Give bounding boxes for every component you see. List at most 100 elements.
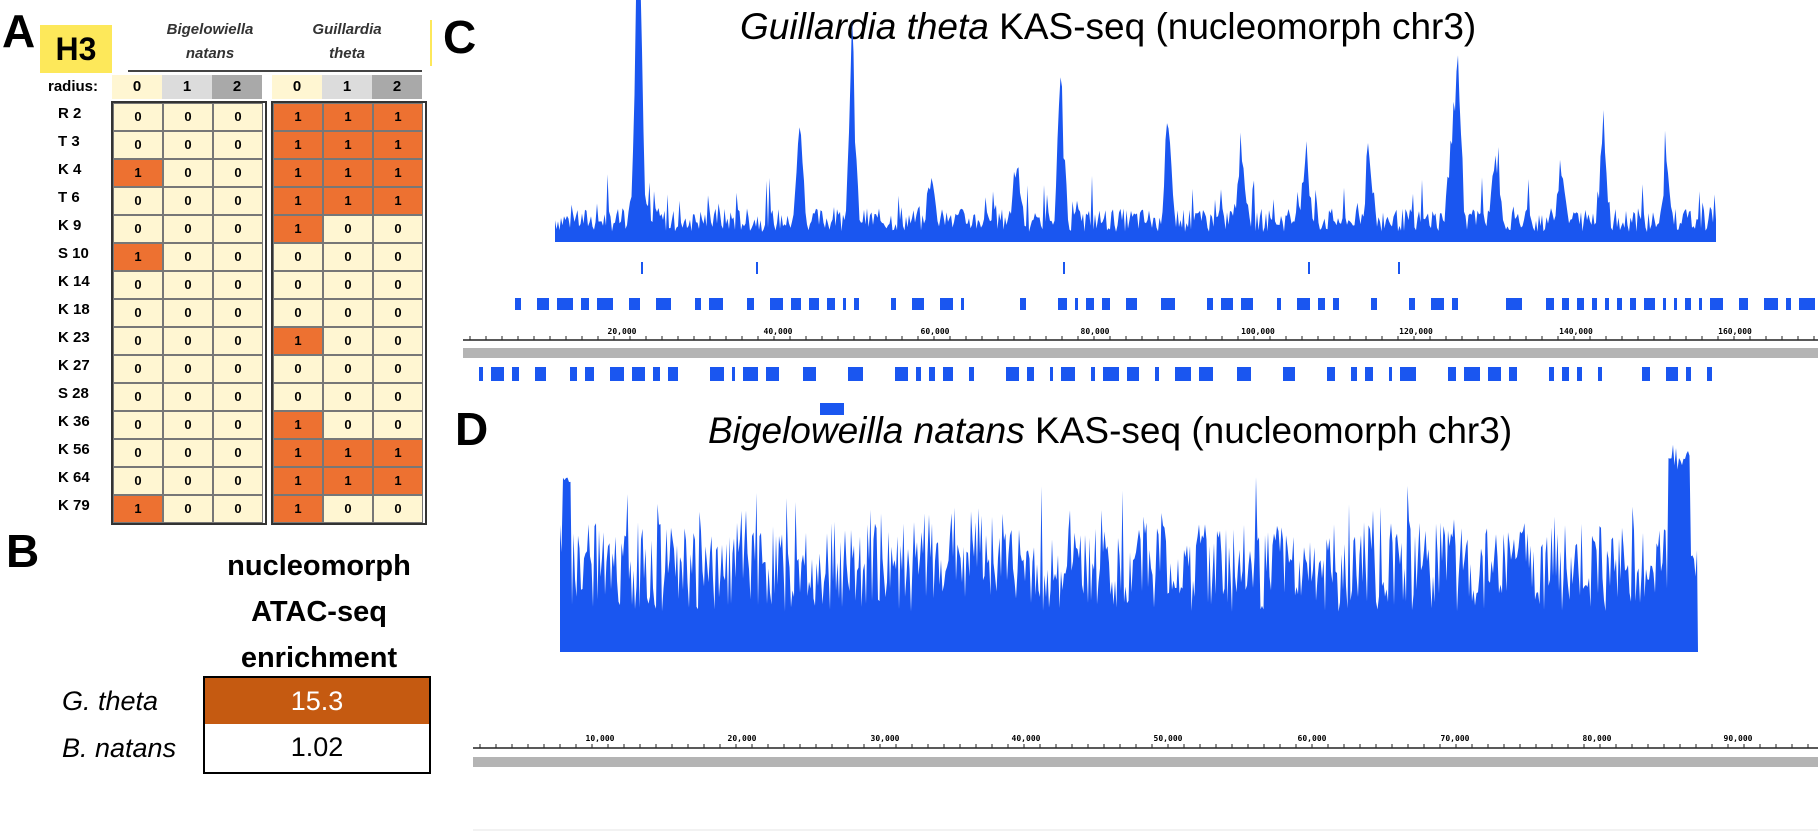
gene-feature xyxy=(1075,298,1078,310)
gene-feature xyxy=(1488,367,1501,381)
gene-feature xyxy=(1221,298,1233,310)
gene-feature xyxy=(641,262,643,274)
gene-feature xyxy=(1027,367,1034,381)
heatmap-cell: 0 xyxy=(213,159,263,187)
gene-feature xyxy=(1786,298,1791,310)
gene-feature xyxy=(1297,298,1310,310)
heatmap-cell: 0 xyxy=(163,243,213,271)
residue-label: K 18 xyxy=(58,301,90,318)
heatmap-cell: 0 xyxy=(113,467,163,495)
gene-feature xyxy=(961,298,964,310)
ruler-tick-label: 80,000 xyxy=(1583,734,1612,743)
heatmap-cell: 0 xyxy=(213,383,263,411)
heatmap-cell: 0 xyxy=(113,103,163,131)
heatmap-cell: 0 xyxy=(213,103,263,131)
heatmap-cell: 1 xyxy=(373,159,423,187)
heatmap-cell: 0 xyxy=(213,411,263,439)
heatmap-cell: 0 xyxy=(373,495,423,523)
gene-feature xyxy=(743,367,758,381)
gene-feature xyxy=(656,298,671,310)
gene-feature xyxy=(943,367,953,381)
heatmap-cell: 0 xyxy=(213,327,263,355)
gene-feature xyxy=(1710,298,1723,310)
species-bnatans: B. natans xyxy=(62,733,177,763)
heatmap-cell: 0 xyxy=(163,215,213,243)
gene-feature xyxy=(1546,298,1554,310)
heatmap-cell: 1 xyxy=(373,467,423,495)
residue-label: T 3 xyxy=(58,133,80,150)
gene-feature xyxy=(1327,367,1335,381)
gene-feature xyxy=(668,367,678,381)
heatmap-cell: 0 xyxy=(113,187,163,215)
gene-feature xyxy=(1409,298,1415,310)
gene-feature xyxy=(1058,298,1067,310)
gene-feature xyxy=(1642,367,1650,381)
heatmap-cell: 0 xyxy=(163,383,213,411)
gene-feature xyxy=(854,298,859,310)
gene-feature xyxy=(827,298,835,310)
residue-label: S 10 xyxy=(58,245,89,262)
ruler-tick-label: 60,000 xyxy=(921,327,950,336)
ruler-tick-label: 10,000 xyxy=(586,734,615,743)
enrichment-value-bnatans: 1.02 xyxy=(203,724,431,774)
heatmap-cell: 1 xyxy=(373,187,423,215)
gene-feature xyxy=(1155,367,1159,381)
gene-feature xyxy=(491,367,504,381)
gene-feature xyxy=(535,367,546,381)
gene-feature xyxy=(1006,367,1019,381)
gene-feature xyxy=(1617,298,1622,310)
heatmap-cell: 0 xyxy=(163,411,213,439)
gene-feature xyxy=(1365,367,1373,381)
heatmap-cell: 0 xyxy=(113,299,163,327)
gene-feature xyxy=(1102,298,1110,310)
ruler-tick-label: 160,000 xyxy=(1718,327,1752,336)
gene-feature xyxy=(1509,367,1517,381)
title-species: Guillardia theta xyxy=(740,6,989,47)
gene-feature xyxy=(1598,367,1602,381)
gene-feature xyxy=(1739,298,1748,310)
gene-feature xyxy=(1207,298,1213,310)
heatmap-cell: 0 xyxy=(373,243,423,271)
ruler-tick-label: 40,000 xyxy=(1012,734,1041,743)
gene-feature xyxy=(1283,367,1295,381)
gene-feature xyxy=(766,367,779,381)
residue-label: K 9 xyxy=(58,217,82,234)
gene-feature xyxy=(969,367,974,381)
ruler-tick-label: 40,000 xyxy=(764,327,793,336)
species-gtheta: G. theta xyxy=(62,686,159,716)
gene-feature xyxy=(1549,367,1554,381)
gene-feature xyxy=(1050,367,1053,381)
gene-feature xyxy=(1431,298,1444,310)
heatmap-cell: 1 xyxy=(273,187,323,215)
gene-feature xyxy=(1605,298,1609,310)
heatmap-cell: 1 xyxy=(273,159,323,187)
heatmap-cell: 0 xyxy=(323,299,373,327)
heatmap-cell: 0 xyxy=(213,271,263,299)
heatmap-cell: 0 xyxy=(273,355,323,383)
gene-feature xyxy=(756,262,758,274)
ruler-tick-label: 50,000 xyxy=(1154,734,1183,743)
residue-label: K 36 xyxy=(58,413,90,430)
gene-feature xyxy=(1175,367,1191,381)
species-name-line: theta xyxy=(329,45,365,62)
gene-feature xyxy=(1448,367,1456,381)
heatmap-cell: 0 xyxy=(323,495,373,523)
panel-label-c: C xyxy=(443,11,477,63)
header-line: enrichment xyxy=(240,642,398,674)
gene-feature xyxy=(1799,298,1815,310)
species-name-line: Guillardia xyxy=(312,21,382,38)
gene-feature xyxy=(557,298,573,310)
heatmap-cell: 1 xyxy=(273,131,323,159)
heatmap-cell: 1 xyxy=(323,439,373,467)
heatmap-cell: 0 xyxy=(373,411,423,439)
heatmap-cell: 1 xyxy=(323,103,373,131)
gene-annotations-c xyxy=(479,262,1815,415)
heatmap-cell: 1 xyxy=(273,327,323,355)
heatmap-cell: 0 xyxy=(273,243,323,271)
gene-feature xyxy=(710,367,724,381)
gene-feature xyxy=(581,298,589,310)
panel-label-d: D xyxy=(455,403,489,455)
heatmap-cell: 1 xyxy=(273,411,323,439)
kas-seq-signal-c xyxy=(555,0,1716,242)
heatmap-cell: 1 xyxy=(373,131,423,159)
